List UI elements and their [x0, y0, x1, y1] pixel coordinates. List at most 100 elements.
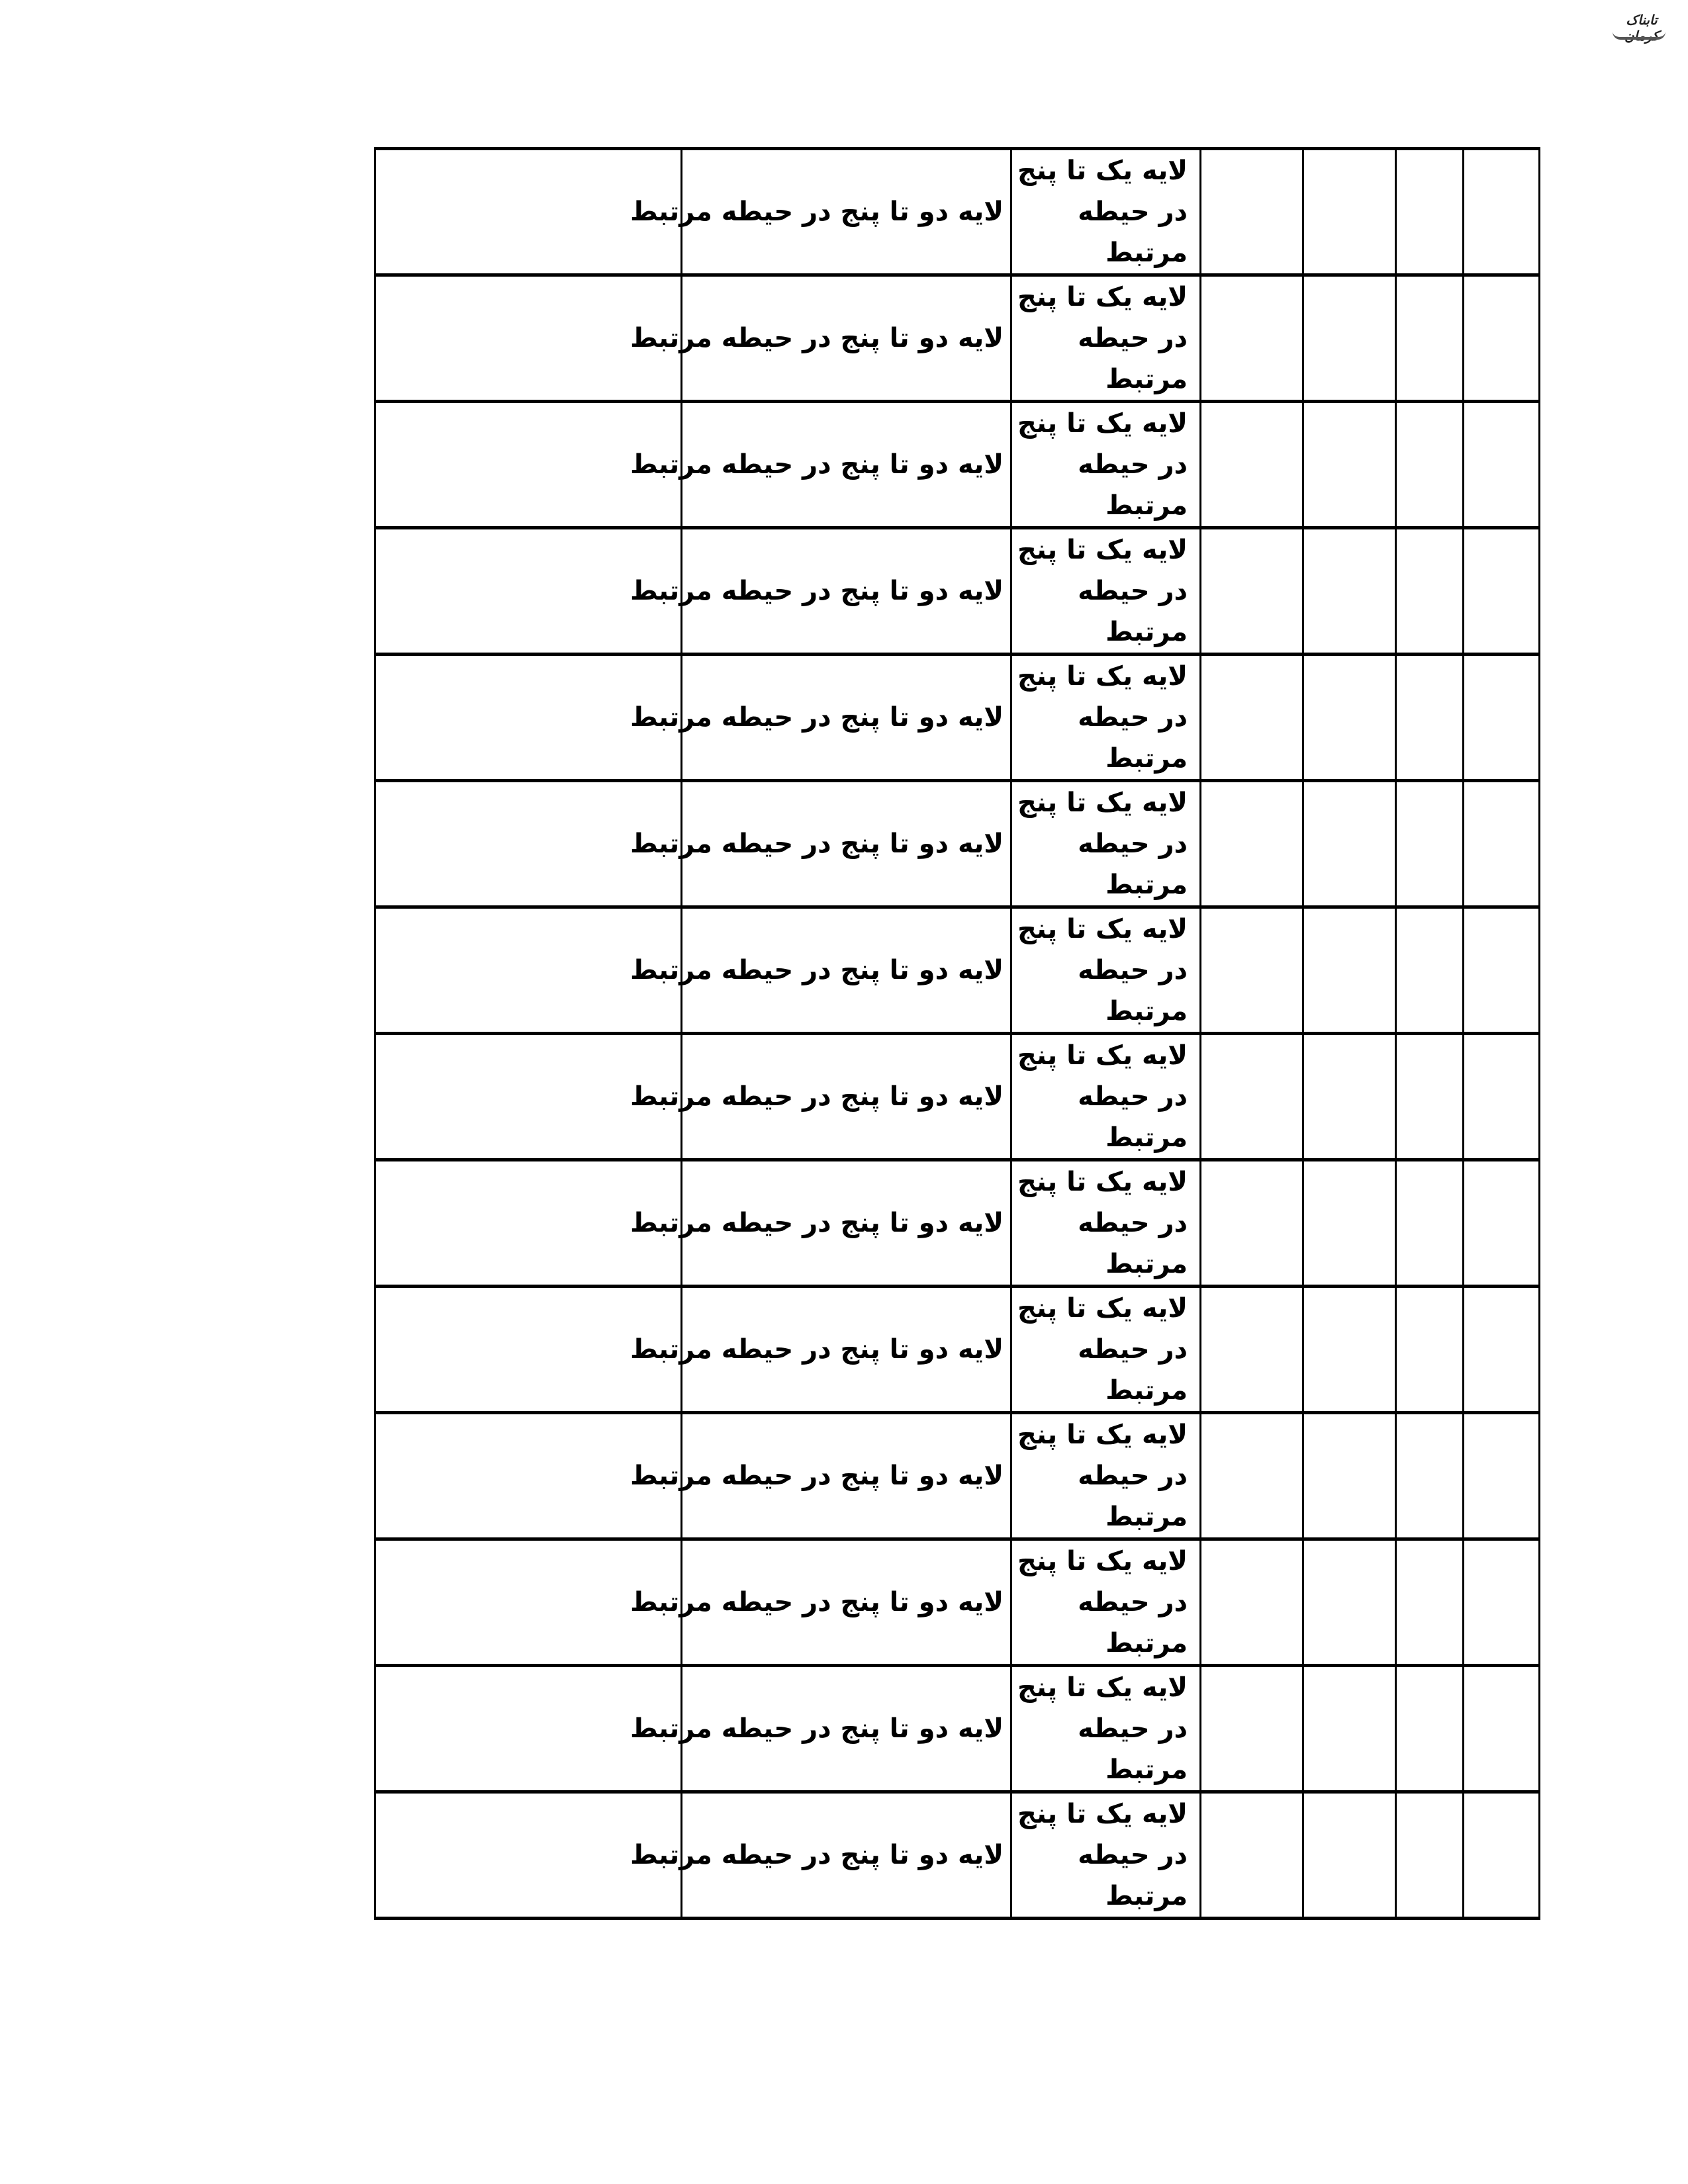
empty-cell	[1199, 1411, 1304, 1541]
layer-one-cell: لایه یک تا پنج در حیطه مرتبط	[1010, 1790, 1201, 1920]
empty-cell	[1199, 273, 1304, 403]
layer-one-cell: لایه یک تا پنج در حیطه مرتبط	[1010, 653, 1201, 782]
layer-two-cell: لایه دو تا پنج در حیطه مرتبط	[630, 1664, 1012, 1794]
empty-cell	[1395, 1158, 1464, 1288]
layer-one-cell: لایه یک تا پنج در حیطه مرتبط	[1010, 905, 1201, 1035]
empty-cell	[1199, 400, 1304, 529]
empty-cell	[374, 400, 682, 529]
empty-cell	[1395, 147, 1464, 277]
empty-cell	[1395, 1537, 1464, 1667]
empty-cell	[1302, 1537, 1397, 1667]
empty-cell	[1462, 1664, 1540, 1794]
empty-cell	[1462, 779, 1540, 909]
empty-cell	[1199, 1537, 1304, 1667]
empty-cell	[1302, 1411, 1397, 1541]
empty-cell	[1395, 1790, 1464, 1920]
empty-cell	[1199, 779, 1304, 909]
empty-cell	[1199, 653, 1304, 782]
empty-cell	[1395, 1664, 1464, 1794]
table-row: لایه دو تا پنج در حیطه مرتبط لایه یک تا پ…	[374, 779, 1540, 909]
logo-swash	[1613, 32, 1665, 40]
empty-cell	[1462, 1032, 1540, 1161]
empty-cell	[1302, 400, 1397, 529]
layer-one-cell: لایه یک تا پنج در حیطه مرتبط	[1010, 273, 1201, 403]
empty-cell	[1395, 273, 1464, 403]
empty-cell	[1462, 653, 1540, 782]
empty-cell	[1302, 273, 1397, 403]
layer-two-cell: لایه دو تا پنج در حیطه مرتبط	[630, 1790, 1012, 1920]
empty-cell	[374, 905, 682, 1035]
layer-one-cell: لایه یک تا پنج در حیطه مرتبط	[1010, 1032, 1201, 1161]
empty-cell	[1395, 400, 1464, 529]
layer-two-cell: لایه دو تا پنج در حیطه مرتبط	[630, 1032, 1012, 1161]
empty-cell	[1199, 905, 1304, 1035]
empty-cell	[1395, 779, 1464, 909]
empty-cell	[1302, 1032, 1397, 1161]
empty-cell	[374, 1537, 682, 1667]
layer-two-cell: لایه دو تا پنج در حیطه مرتبط	[630, 1537, 1012, 1667]
empty-cell	[1395, 1285, 1464, 1414]
empty-cell	[1462, 147, 1540, 277]
table-row: لایه دو تا پنج در حیطه مرتبط لایه یک تا پ…	[374, 1664, 1540, 1794]
empty-cell	[374, 147, 682, 277]
layer-two-cell: لایه دو تا پنج در حیطه مرتبط	[630, 400, 1012, 529]
layer-one-cell: لایه یک تا پنج در حیطه مرتبط	[1010, 1537, 1201, 1667]
empty-cell	[374, 526, 682, 656]
empty-cell	[1302, 147, 1397, 277]
empty-cell	[1302, 1285, 1397, 1414]
empty-cell	[1395, 526, 1464, 656]
empty-cell	[1302, 653, 1397, 782]
empty-cell	[374, 1664, 682, 1794]
empty-cell	[1199, 1032, 1304, 1161]
empty-cell	[374, 273, 682, 403]
empty-cell	[374, 1032, 682, 1161]
form-table: لایه دو تا پنج در حیطه مرتبط لایه یک تا پ…	[374, 147, 1540, 1920]
empty-cell	[1462, 1158, 1540, 1288]
empty-cell	[1462, 1411, 1540, 1541]
layer-one-cell: لایه یک تا پنج در حیطه مرتبط	[1010, 400, 1201, 529]
table-row: لایه دو تا پنج در حیطه مرتبط لایه یک تا پ…	[374, 653, 1540, 782]
site-logo: تابناک کرمان	[1609, 12, 1675, 44]
table-row: لایه دو تا پنج در حیطه مرتبط لایه یک تا پ…	[374, 1158, 1540, 1288]
empty-cell	[1462, 1537, 1540, 1667]
empty-cell	[1302, 1664, 1397, 1794]
empty-cell	[1302, 1790, 1397, 1920]
layer-one-cell: لایه یک تا پنج در حیطه مرتبط	[1010, 779, 1201, 909]
layer-one-cell: لایه یک تا پنج در حیطه مرتبط	[1010, 1664, 1201, 1794]
layer-two-cell: لایه دو تا پنج در حیطه مرتبط	[630, 1411, 1012, 1541]
layer-two-cell: لایه دو تا پنج در حیطه مرتبط	[630, 1158, 1012, 1288]
empty-cell	[374, 653, 682, 782]
empty-cell	[374, 1790, 682, 1920]
empty-cell	[1199, 1158, 1304, 1288]
empty-cell	[1395, 1411, 1464, 1541]
empty-cell	[1462, 905, 1540, 1035]
empty-cell	[1302, 905, 1397, 1035]
layer-one-cell: لایه یک تا پنج در حیطه مرتبط	[1010, 1158, 1201, 1288]
empty-cell	[1462, 1790, 1540, 1920]
table-row: لایه دو تا پنج در حیطه مرتبط لایه یک تا پ…	[374, 905, 1540, 1035]
empty-cell	[1302, 526, 1397, 656]
layer-one-cell: لایه یک تا پنج در حیطه مرتبط	[1010, 526, 1201, 656]
layer-two-cell: لایه دو تا پنج در حیطه مرتبط	[630, 147, 1012, 277]
empty-cell	[1395, 653, 1464, 782]
layer-two-cell: لایه دو تا پنج در حیطه مرتبط	[630, 526, 1012, 656]
empty-cell	[1302, 1158, 1397, 1288]
empty-cell	[1199, 1790, 1304, 1920]
table-row: لایه دو تا پنج در حیطه مرتبط لایه یک تا پ…	[374, 1285, 1540, 1414]
empty-cell	[1462, 400, 1540, 529]
table-row: لایه دو تا پنج در حیطه مرتبط لایه یک تا پ…	[374, 1790, 1540, 1920]
layer-two-cell: لایه دو تا پنج در حیطه مرتبط	[630, 1285, 1012, 1414]
empty-cell	[1462, 273, 1540, 403]
layer-one-cell: لایه یک تا پنج در حیطه مرتبط	[1010, 1285, 1201, 1414]
table-row: لایه دو تا پنج در حیطه مرتبط لایه یک تا پ…	[374, 1032, 1540, 1161]
layer-two-cell: لایه دو تا پنج در حیطه مرتبط	[630, 273, 1012, 403]
table-row: لایه دو تا پنج در حیطه مرتبط لایه یک تا پ…	[374, 273, 1540, 403]
empty-cell	[374, 1285, 682, 1414]
table-row: لایه دو تا پنج در حیطه مرتبط لایه یک تا پ…	[374, 400, 1540, 529]
empty-cell	[1395, 1032, 1464, 1161]
empty-cell	[1462, 526, 1540, 656]
table-row: لایه دو تا پنج در حیطه مرتبط لایه یک تا پ…	[374, 147, 1540, 277]
layer-one-cell: لایه یک تا پنج در حیطه مرتبط	[1010, 1411, 1201, 1541]
empty-cell	[1462, 1285, 1540, 1414]
empty-cell	[1302, 779, 1397, 909]
